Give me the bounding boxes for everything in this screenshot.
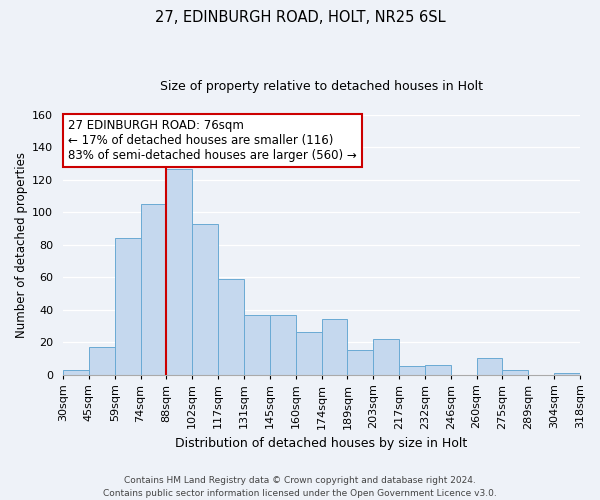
Text: Contains HM Land Registry data © Crown copyright and database right 2024.
Contai: Contains HM Land Registry data © Crown c… — [103, 476, 497, 498]
Bar — [322, 320, 347, 374]
Y-axis label: Number of detached properties: Number of detached properties — [15, 152, 28, 338]
Bar — [296, 332, 322, 374]
Bar — [244, 314, 270, 374]
Bar — [373, 339, 399, 374]
Bar — [140, 204, 166, 374]
Bar — [399, 366, 425, 374]
Bar — [476, 358, 502, 374]
X-axis label: Distribution of detached houses by size in Holt: Distribution of detached houses by size … — [175, 437, 467, 450]
Bar — [63, 370, 89, 374]
Bar — [554, 373, 580, 374]
Bar — [192, 224, 218, 374]
Text: 27 EDINBURGH ROAD: 76sqm
← 17% of detached houses are smaller (116)
83% of semi-: 27 EDINBURGH ROAD: 76sqm ← 17% of detach… — [68, 119, 357, 162]
Bar — [347, 350, 373, 374]
Bar — [502, 370, 529, 374]
Bar — [115, 238, 140, 374]
Bar — [166, 168, 192, 374]
Text: 27, EDINBURGH ROAD, HOLT, NR25 6SL: 27, EDINBURGH ROAD, HOLT, NR25 6SL — [155, 10, 445, 25]
Title: Size of property relative to detached houses in Holt: Size of property relative to detached ho… — [160, 80, 483, 93]
Bar — [89, 347, 115, 374]
Bar — [270, 314, 296, 374]
Bar — [425, 365, 451, 374]
Bar — [218, 279, 244, 374]
